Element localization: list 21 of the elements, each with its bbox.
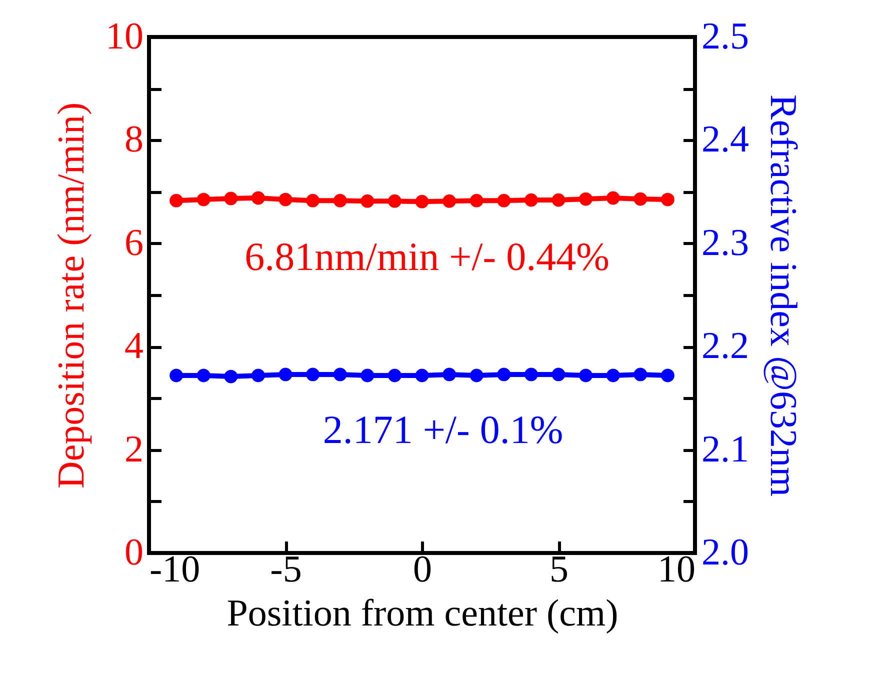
x-tick-label: 10 — [658, 548, 696, 590]
y-tick-label: 2 — [124, 428, 144, 470]
y2-tick-label: 2.2 — [702, 325, 749, 368]
annotation: 6.81nm/min +/- 0.44% — [244, 234, 610, 279]
x-tick-label: 5 — [550, 548, 568, 590]
y-tick-label: 4 — [124, 325, 144, 368]
y-axis-title: Deposition rate (nm/min) — [50, 102, 92, 489]
y2-tick-label: 2.5 — [702, 16, 749, 58]
x-tick-label: -5 — [270, 548, 302, 590]
y2-axis-title: Refractive index @632nm — [762, 94, 804, 497]
y2-tick-label: 2.1 — [702, 428, 749, 470]
y2-tick-label: 2.0 — [702, 532, 749, 574]
x-tick-label: 0 — [413, 548, 432, 590]
y2-tick-label: 2.3 — [702, 222, 749, 264]
y-tick-label: 8 — [124, 118, 144, 161]
y-tick-label: 6 — [124, 222, 144, 264]
y-tick-label: 10 — [106, 16, 144, 58]
y2-tick-label: 2.4 — [702, 118, 749, 161]
annotation: 2.171 +/- 0.1% — [322, 407, 564, 452]
x-axis-title: Position from center (cm) — [226, 592, 618, 634]
x-tick-label: -10 — [150, 548, 200, 590]
